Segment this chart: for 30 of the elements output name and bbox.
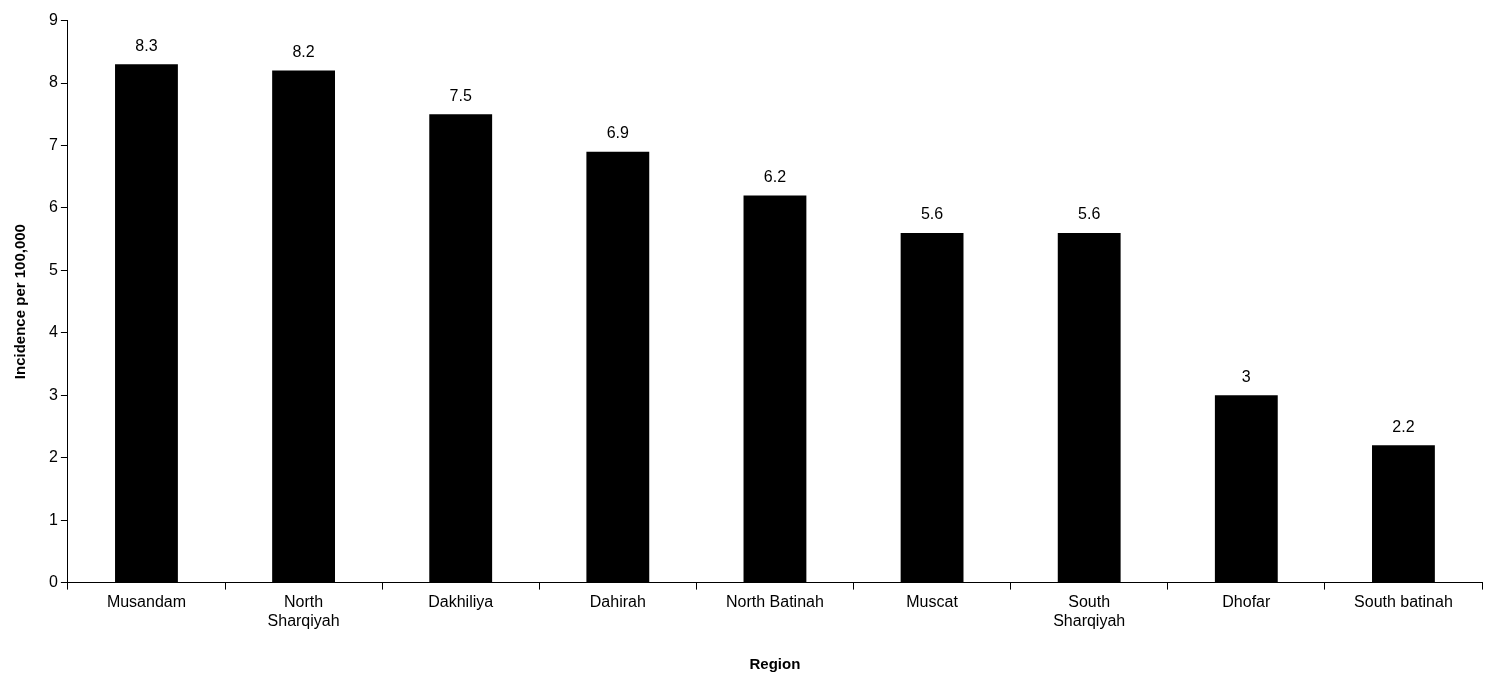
y-tick-label: 1 [48, 510, 58, 528]
x-axis-title: Region [749, 655, 801, 673]
x-tick-label: Muscat [906, 592, 959, 610]
y-tick-label: 5 [48, 260, 58, 278]
data-label: 6.9 [606, 124, 630, 142]
y-tick-label: 0 [48, 573, 58, 591]
data-label: 6.2 [763, 167, 787, 185]
x-tick-label: North Batinah [726, 592, 824, 610]
y-tick-label: 3 [48, 385, 58, 403]
y-tick-label: 4 [48, 323, 58, 341]
x-tick-label: North Sharqiyah [267, 592, 340, 629]
x-tick-label: South batinah [1354, 592, 1453, 610]
data-label: 5.6 [920, 205, 944, 223]
data-label: 8.3 [135, 36, 158, 54]
data-label: 7.5 [449, 86, 472, 104]
data-label: 5.6 [1078, 205, 1101, 223]
y-tick-label: 6 [48, 198, 58, 216]
y-axis-title: Incidence per 100,000 [11, 224, 29, 380]
y-tick-label: 8 [48, 73, 58, 91]
x-tick-label: Dakhiliya [428, 592, 494, 610]
y-tick-label: 7 [48, 135, 58, 153]
x-tick-label: Dahirah [589, 592, 646, 610]
y-tick-label: 9 [48, 11, 58, 29]
data-label: 3 [1241, 367, 1251, 385]
data-label: 8.2 [292, 42, 315, 60]
x-tick-label: Dhofar [1222, 592, 1271, 610]
x-tick-label: Musandam [106, 592, 187, 610]
x-tick-label: South Sharqiyah [1053, 592, 1126, 629]
y-tick-label: 2 [48, 448, 58, 466]
data-label: 2.2 [1392, 417, 1415, 435]
